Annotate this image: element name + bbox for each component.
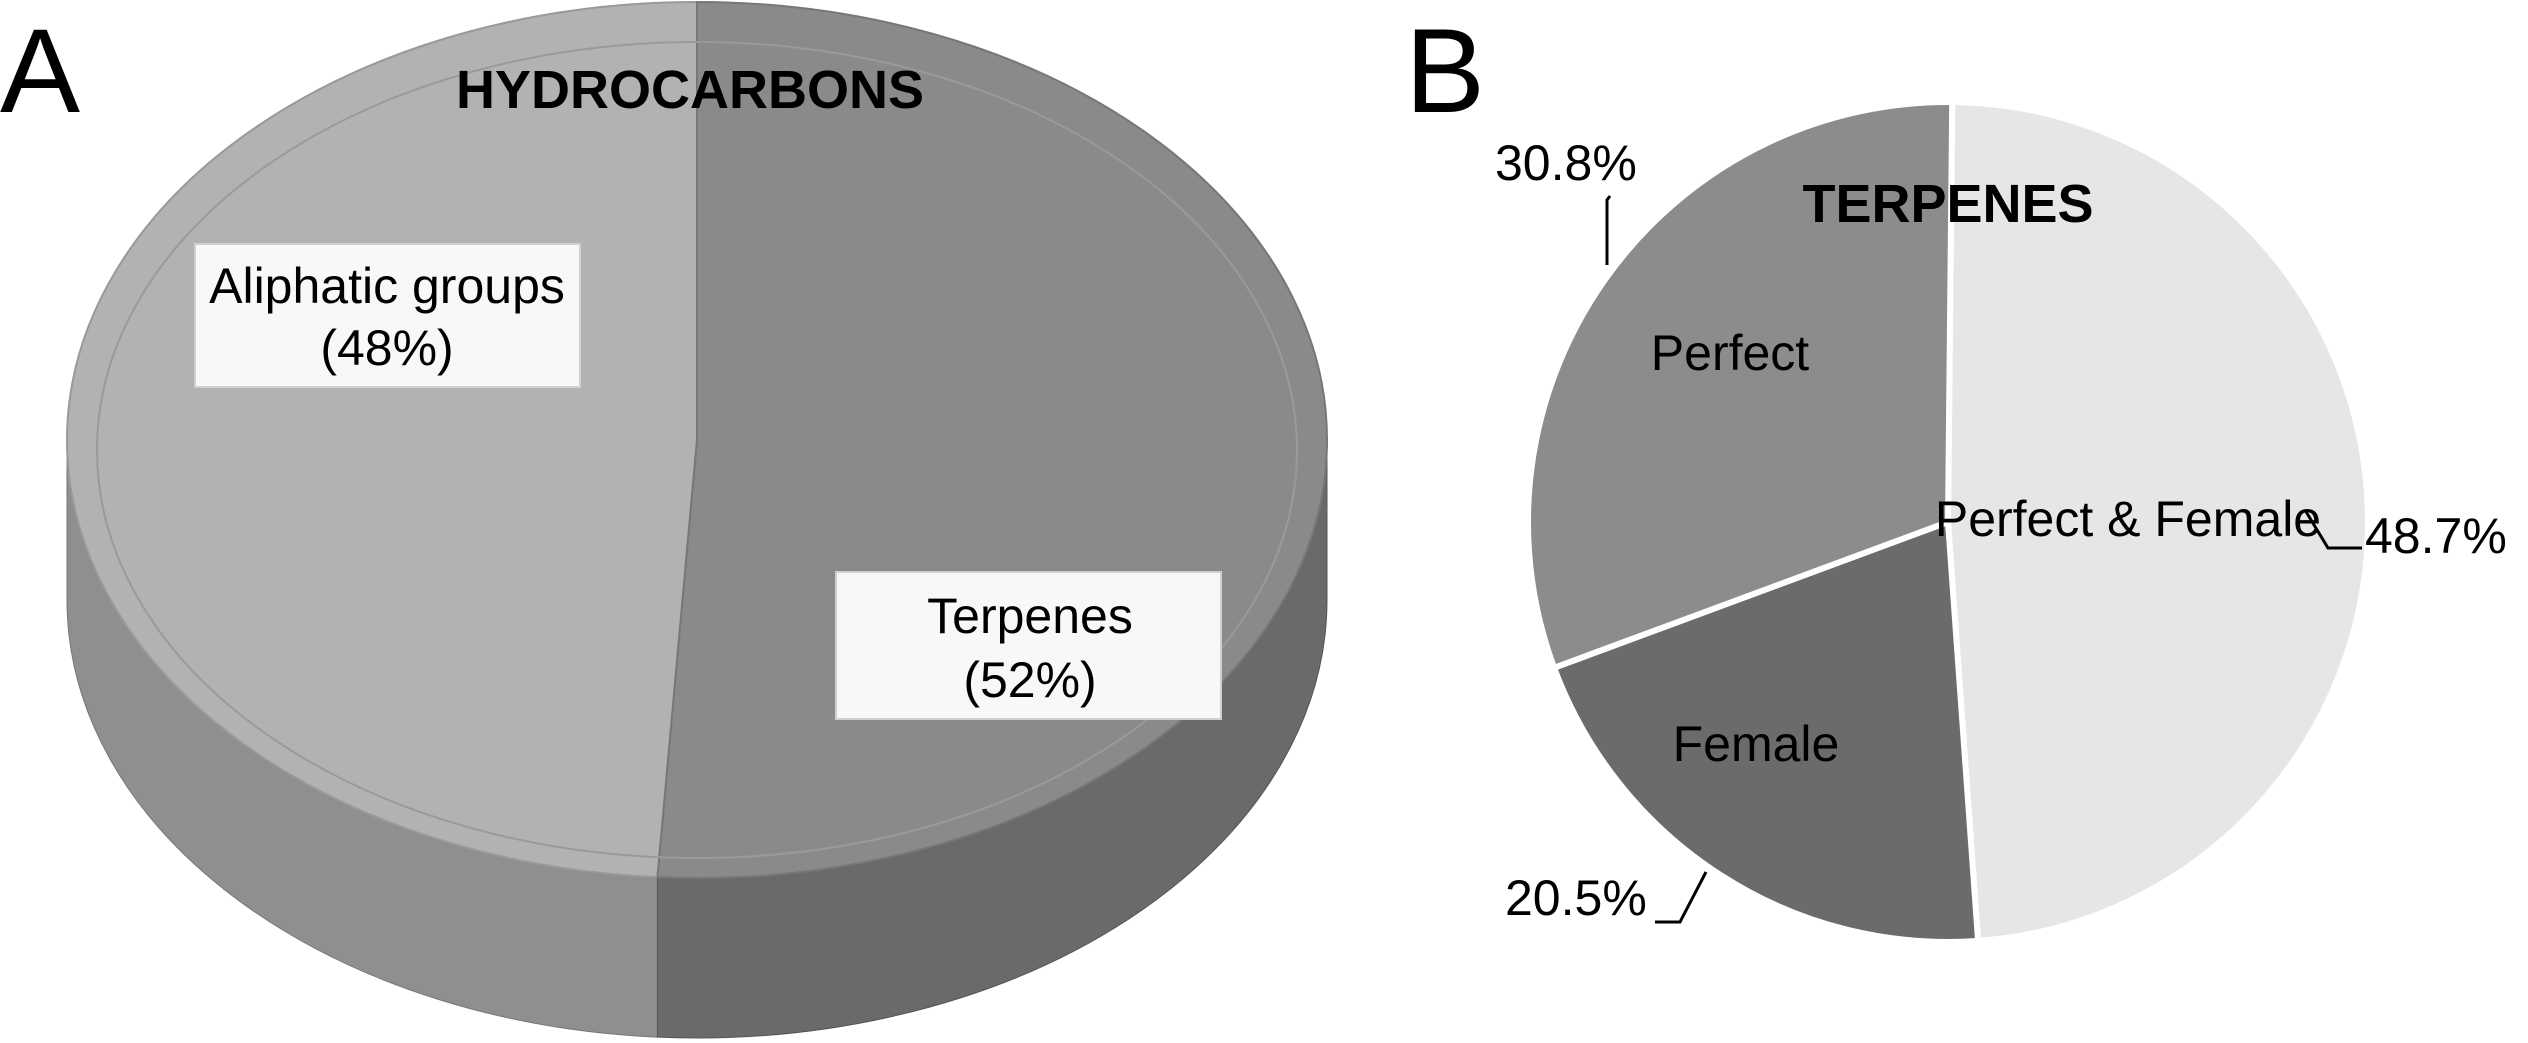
label-terpenes-name: Terpenes (927, 588, 1133, 644)
label-female: Female (1673, 716, 1840, 772)
label-perfect: Perfect (1651, 325, 1810, 381)
label-terpenes-pct: (52%) (963, 652, 1096, 708)
label-box-terpenes-bg (835, 571, 1222, 720)
label-box-aliphatic: Aliphatic groups (48%) (194, 243, 581, 388)
leader-line-perfect-female (2303, 509, 2362, 550)
leader-line-female (1655, 871, 1708, 924)
label-aliphatic-pct: (48%) (320, 320, 453, 376)
pie-b-slice-female (1550, 517, 1982, 945)
pct-perfect-female: 48.7% (2365, 508, 2507, 564)
label-box-terpenes: Terpenes (52%) (835, 571, 1222, 720)
chart-b: B TERPENES Perfect & Female Female Perfe… (1405, 4, 2507, 945)
pie-a-slice-aliphatic (66, 0, 698, 879)
pct-perfect: 30.8% (1495, 135, 1637, 191)
panel-letter-b: B (1405, 4, 1485, 138)
chart-a: A HYDROCARBONS Aliphatic groups (48%) Te… (0, 0, 1328, 1039)
leader-line-perfect (1605, 195, 1612, 265)
pie-b-slice-perfect (1525, 99, 1956, 672)
chart-b-title: TERPENES (1802, 174, 2093, 234)
pie-b-slice-perfect-female (1944, 98, 2371, 945)
label-box-aliphatic-bg (194, 243, 581, 388)
pct-female: 20.5% (1505, 870, 1647, 926)
pie-a-rim (96, 41, 1298, 859)
label-aliphatic-name: Aliphatic groups (209, 258, 565, 314)
chart-a-title: HYDROCARBONS (456, 60, 924, 120)
label-perfect-female: Perfect & Female (1935, 491, 2321, 547)
panel-letter-a: A (0, 4, 80, 138)
